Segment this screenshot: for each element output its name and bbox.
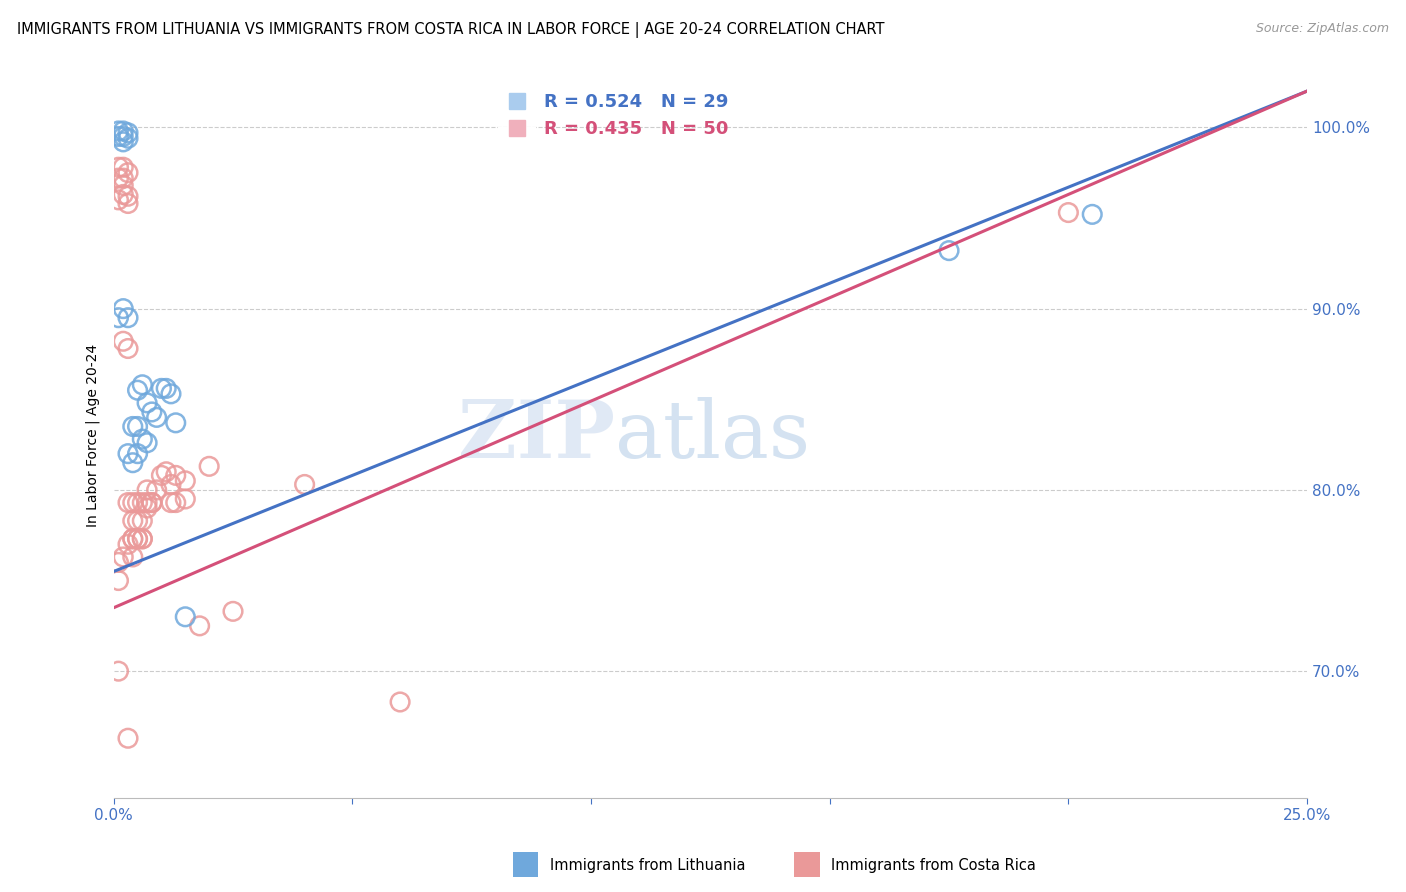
Point bbox=[117, 126, 139, 140]
Point bbox=[127, 532, 149, 546]
Y-axis label: In Labor Force | Age 20-24: In Labor Force | Age 20-24 bbox=[86, 344, 100, 527]
Point bbox=[117, 537, 139, 551]
Point bbox=[165, 468, 187, 483]
Point bbox=[121, 495, 143, 509]
Point bbox=[145, 483, 167, 497]
Text: atlas: atlas bbox=[614, 397, 810, 475]
Point bbox=[150, 468, 173, 483]
Point bbox=[141, 495, 163, 509]
Point bbox=[107, 574, 129, 588]
Point bbox=[112, 124, 135, 138]
Point bbox=[174, 609, 197, 624]
Point bbox=[136, 435, 159, 450]
Text: Source: ZipAtlas.com: Source: ZipAtlas.com bbox=[1256, 22, 1389, 36]
Point bbox=[112, 178, 135, 193]
Text: ZIP: ZIP bbox=[458, 397, 614, 475]
Point bbox=[117, 731, 139, 746]
Point bbox=[127, 495, 149, 509]
Point bbox=[150, 381, 173, 395]
Point bbox=[107, 193, 129, 207]
Point bbox=[121, 456, 143, 470]
Point bbox=[112, 135, 135, 149]
Point bbox=[165, 416, 187, 430]
Point bbox=[107, 124, 129, 138]
Point bbox=[121, 532, 143, 546]
Point bbox=[160, 495, 183, 509]
Text: Immigrants from Lithuania: Immigrants from Lithuania bbox=[550, 858, 745, 872]
Point bbox=[160, 387, 183, 401]
Point bbox=[294, 477, 316, 491]
Legend: R = 0.524   N = 29, R = 0.435   N = 50: R = 0.524 N = 29, R = 0.435 N = 50 bbox=[499, 93, 728, 138]
Point bbox=[131, 532, 153, 546]
Point bbox=[127, 447, 149, 461]
Point bbox=[112, 334, 135, 349]
Point bbox=[107, 129, 129, 144]
Point bbox=[121, 419, 143, 434]
Point bbox=[117, 310, 139, 325]
Point bbox=[131, 514, 153, 528]
Point bbox=[112, 171, 135, 186]
Point bbox=[131, 532, 153, 546]
Point bbox=[136, 483, 159, 497]
Point bbox=[188, 619, 211, 633]
Point bbox=[131, 495, 153, 509]
Point bbox=[117, 447, 139, 461]
Point bbox=[117, 131, 139, 145]
Point bbox=[127, 419, 149, 434]
Point bbox=[1057, 205, 1080, 219]
Point bbox=[222, 604, 245, 618]
Point bbox=[145, 410, 167, 425]
Point bbox=[107, 171, 129, 186]
Point bbox=[155, 381, 177, 395]
Point bbox=[155, 465, 177, 479]
Point bbox=[107, 160, 129, 174]
Point bbox=[160, 477, 183, 491]
Point bbox=[121, 532, 143, 546]
Point bbox=[938, 244, 960, 258]
Point bbox=[117, 166, 139, 180]
Point bbox=[389, 695, 412, 709]
Point bbox=[136, 495, 159, 509]
Point bbox=[174, 491, 197, 506]
Point bbox=[112, 129, 135, 144]
Point bbox=[198, 459, 221, 474]
Point bbox=[112, 187, 135, 202]
Point bbox=[117, 342, 139, 356]
Point bbox=[136, 396, 159, 410]
Point bbox=[174, 474, 197, 488]
Point bbox=[121, 549, 143, 564]
Point bbox=[112, 301, 135, 316]
Point bbox=[117, 196, 139, 211]
Point bbox=[117, 495, 139, 509]
Point bbox=[112, 549, 135, 564]
Point bbox=[165, 495, 187, 509]
Point bbox=[107, 310, 129, 325]
Point bbox=[127, 514, 149, 528]
Point bbox=[127, 383, 149, 397]
Point bbox=[127, 532, 149, 546]
Point bbox=[112, 160, 135, 174]
Text: IMMIGRANTS FROM LITHUANIA VS IMMIGRANTS FROM COSTA RICA IN LABOR FORCE | AGE 20-: IMMIGRANTS FROM LITHUANIA VS IMMIGRANTS … bbox=[17, 22, 884, 38]
Point bbox=[117, 189, 139, 203]
Point bbox=[1081, 207, 1104, 221]
Point bbox=[131, 377, 153, 392]
Point bbox=[141, 405, 163, 419]
Text: Immigrants from Costa Rica: Immigrants from Costa Rica bbox=[831, 858, 1036, 872]
Point bbox=[121, 514, 143, 528]
Point bbox=[107, 556, 129, 570]
Point bbox=[141, 495, 163, 509]
Point bbox=[131, 432, 153, 446]
Point bbox=[107, 664, 129, 678]
Point bbox=[136, 501, 159, 516]
